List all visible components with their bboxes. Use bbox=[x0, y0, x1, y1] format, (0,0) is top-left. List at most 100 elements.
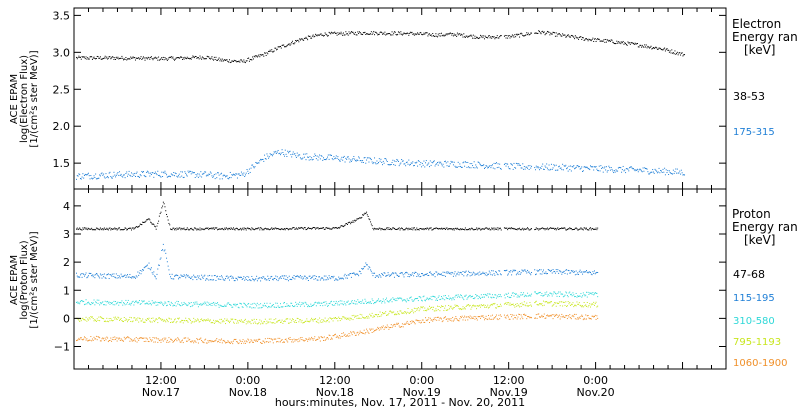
electron-series-2-point bbox=[384, 158, 386, 160]
proton-series-1-point bbox=[213, 227, 215, 229]
electron-series-1-point bbox=[378, 33, 380, 35]
electron-series-2-point bbox=[265, 158, 267, 160]
electron-series-1-point bbox=[495, 37, 497, 39]
proton-series-5-point bbox=[178, 339, 180, 341]
electron-series-1-point bbox=[244, 61, 246, 63]
proton-series-3-point bbox=[282, 306, 284, 308]
proton-series-4-point bbox=[346, 317, 348, 319]
electron-series-1-point bbox=[591, 39, 593, 41]
proton-series-4-point bbox=[337, 320, 339, 322]
proton-series-4-point bbox=[87, 318, 89, 320]
proton-series-2-point bbox=[464, 271, 466, 273]
electron-series-2-point bbox=[500, 168, 502, 170]
proton-series-1-point bbox=[401, 228, 403, 230]
proton-series-4-point bbox=[311, 319, 313, 321]
electron-series-1-point bbox=[448, 33, 450, 35]
proton-series-5-point bbox=[229, 343, 231, 345]
proton-series-3-point bbox=[123, 302, 125, 304]
electron-series-1-point bbox=[171, 57, 173, 59]
proton-series-1-point bbox=[515, 228, 517, 230]
electron-series-2-point bbox=[381, 161, 383, 163]
electron-series-2-point bbox=[579, 168, 581, 170]
proton-series-4-point bbox=[269, 321, 271, 323]
proton-series-5-point bbox=[438, 319, 440, 321]
proton-series-4-point bbox=[370, 315, 372, 317]
electron-series-2-point bbox=[376, 160, 378, 162]
proton-series-1-point bbox=[530, 228, 532, 230]
proton-series-5-point bbox=[554, 315, 556, 317]
proton-series-5-point bbox=[437, 316, 439, 318]
electron-series-2-point bbox=[283, 155, 285, 157]
electron-series-1-point bbox=[375, 31, 377, 33]
electron-series-1-point bbox=[119, 57, 121, 59]
proton-series-3-point bbox=[395, 298, 397, 300]
electron-series-2-point bbox=[577, 165, 579, 167]
electron-series-2-point bbox=[430, 164, 432, 166]
proton-series-5-point bbox=[374, 330, 376, 332]
electron-series-2-point bbox=[351, 159, 353, 161]
proton-series-1-point bbox=[82, 227, 84, 229]
proton-series-3-point bbox=[205, 302, 207, 304]
electron-series-1-point bbox=[149, 58, 151, 60]
proton-series-5-point bbox=[225, 342, 227, 344]
proton-series-2-point bbox=[520, 272, 522, 274]
proton-series-1-point bbox=[330, 228, 332, 230]
proton-series-1-point bbox=[299, 227, 301, 229]
electron-series-2-point bbox=[641, 171, 643, 173]
proton-series-3 bbox=[76, 291, 599, 309]
proton-series-2-point bbox=[114, 276, 116, 278]
proton-series-4-point bbox=[285, 318, 287, 320]
proton-series-2-point bbox=[363, 266, 365, 268]
proton-series-3-point bbox=[381, 302, 383, 304]
proton-series-3-point bbox=[385, 299, 387, 301]
proton-series-4-point bbox=[468, 304, 470, 306]
electron-series-1-point bbox=[291, 40, 293, 42]
proton-series-4-point bbox=[199, 321, 201, 323]
proton-series-4-point bbox=[83, 319, 85, 321]
proton-series-4-point bbox=[428, 309, 430, 311]
proton-series-5-point bbox=[468, 317, 470, 319]
proton-series-2-point bbox=[515, 274, 517, 276]
proton-series-1-point bbox=[454, 228, 456, 230]
proton-series-3-point bbox=[276, 302, 278, 304]
proton-series-3-point bbox=[108, 301, 110, 303]
electron-series-1-point bbox=[123, 59, 125, 61]
proton-series-5-point bbox=[253, 339, 255, 341]
proton-series-2-point bbox=[451, 271, 453, 273]
proton-series-2-point bbox=[216, 276, 218, 278]
electron-series-1-point bbox=[338, 32, 340, 34]
proton-series-3-point bbox=[220, 305, 222, 307]
proton-series-4-point bbox=[86, 320, 88, 322]
proton-series-5-point bbox=[487, 319, 489, 321]
proton-series-4-point bbox=[527, 305, 529, 307]
proton-series-3-point bbox=[165, 302, 167, 304]
proton-series-5-point bbox=[482, 315, 484, 317]
proton-series-4-point bbox=[496, 304, 498, 306]
electron-series-1-point bbox=[415, 34, 417, 36]
proton-series-4-point bbox=[550, 301, 552, 303]
electron-series-2-point bbox=[221, 178, 223, 180]
proton-series-5-point bbox=[217, 341, 219, 343]
electron-series-2-point bbox=[578, 166, 580, 168]
proton-series-4-point bbox=[178, 317, 180, 319]
proton-series-1-point bbox=[193, 229, 195, 231]
proton-series-5-point bbox=[285, 338, 287, 340]
proton-series-5-point bbox=[404, 323, 406, 325]
electron-series-2-point bbox=[587, 167, 589, 169]
proton-series-4-point bbox=[558, 302, 560, 304]
proton-series-4-point bbox=[325, 321, 327, 323]
electron-series-1-point bbox=[322, 34, 324, 36]
electron-series-2-point bbox=[393, 164, 395, 166]
proton-series-3-point bbox=[312, 304, 314, 306]
proton-series-3-point bbox=[468, 295, 470, 297]
proton-series-1-point bbox=[162, 201, 164, 203]
electron-series-2-point bbox=[228, 178, 230, 180]
proton-series-2-point bbox=[529, 272, 531, 274]
proton-series-1-point bbox=[436, 228, 438, 230]
electron-series-2-point bbox=[293, 153, 295, 155]
proton-series-3-point bbox=[174, 304, 176, 306]
proton-series-1-point bbox=[256, 228, 258, 230]
proton-series-5-point bbox=[440, 318, 442, 320]
proton-series-5-point bbox=[154, 337, 156, 339]
proton-series-3-point bbox=[538, 292, 540, 294]
